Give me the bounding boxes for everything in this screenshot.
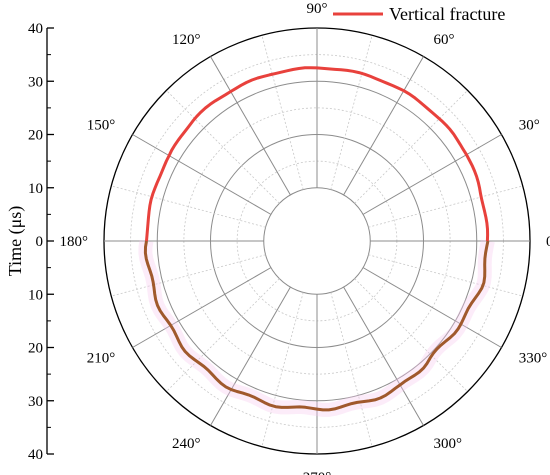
grid-spoke (132, 134, 272, 215)
angle-label: 90° (307, 1, 328, 17)
series-layer (138, 66, 495, 417)
minor-grid-spoke (261, 292, 304, 447)
radial-tick-label: 40 (28, 447, 43, 463)
grid-spoke (210, 56, 291, 196)
series-line-lower (143, 240, 490, 412)
minor-grid-spoke (166, 278, 280, 392)
minor-grid-spoke (368, 185, 523, 228)
radial-tick-label: 10 (28, 181, 43, 197)
legend: Vertical fracture (333, 4, 505, 24)
minor-grid-spoke (166, 90, 280, 204)
grid-spoke (132, 267, 272, 348)
radial-tick-label: 30 (28, 394, 43, 410)
minor-grid-spoke (111, 254, 266, 297)
angle-label: 180° (60, 234, 89, 250)
grid-spoke (343, 286, 424, 426)
minor-grid-spoke (368, 254, 523, 297)
radial-axis: 40 30 20 10 0 10 20 30 40 (28, 21, 54, 463)
radial-tick-label: 10 (28, 287, 43, 303)
y-axis-title: Time (μs) (5, 206, 26, 277)
minor-grid-spoke (111, 185, 266, 228)
legend-label-vertical-fracture: Vertical fracture (389, 4, 505, 24)
angle-labels: 0° 30° 60° 90° 120° 150° 180° 210° 240° 270° 300° 3… (60, 1, 550, 475)
radial-tick-label: 40 (28, 21, 43, 37)
grid-spoke (362, 267, 502, 348)
angle-label: 150° (87, 118, 116, 134)
radial-tick-label: 20 (28, 128, 43, 144)
angle-label: 120° (172, 32, 201, 48)
angle-label: 270° (303, 470, 332, 475)
minor-grid-spoke (354, 90, 468, 204)
polar-grid (103, 27, 531, 455)
grid-circle (263, 187, 371, 295)
angle-label: 30° (519, 118, 540, 134)
angle-label: 300° (434, 436, 463, 452)
radial-tick-label: 0 (36, 234, 44, 250)
radial-tick-label: 20 (28, 341, 43, 357)
angle-label: 240° (172, 436, 201, 452)
angle-label: 0° (546, 234, 550, 250)
series-line-upper (145, 66, 490, 242)
grid-spoke (362, 134, 502, 215)
minor-grid-spoke (330, 35, 373, 190)
minor-grid-spoke (330, 292, 373, 447)
angle-label: 60° (434, 32, 455, 48)
radial-tick-label: 30 (28, 74, 43, 90)
angle-label: 210° (87, 351, 116, 367)
minor-grid-spoke (354, 278, 468, 392)
grid-spoke (343, 56, 424, 196)
minor-grid-spoke (261, 35, 304, 190)
angle-label: 330° (519, 351, 548, 367)
grid-spoke (210, 286, 291, 426)
